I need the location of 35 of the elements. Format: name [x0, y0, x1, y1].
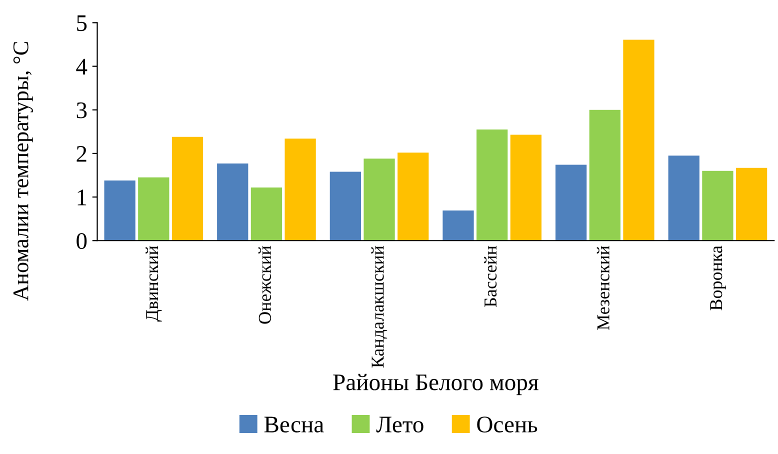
y-tick-label: 1	[78, 190, 86, 206]
bar	[217, 163, 248, 241]
y-tick-label: 0	[76, 233, 87, 250]
bar	[510, 134, 542, 241]
x-tick-label: Воронка	[710, 246, 726, 310]
bar	[623, 40, 654, 241]
bar	[398, 152, 429, 241]
y-tick-label: 4	[76, 58, 88, 74]
x-axis-title: Районы Белого моря	[333, 374, 538, 396]
bar	[442, 210, 474, 241]
bar	[364, 158, 395, 241]
bar	[284, 138, 316, 241]
y-tick-label: 3	[76, 102, 87, 118]
x-tick-label: Онежский	[258, 246, 271, 324]
y-tick-label: 5	[77, 15, 87, 32]
bar	[172, 136, 204, 241]
x-tick-label: Мезенский	[596, 246, 610, 330]
bar	[104, 180, 136, 241]
legend-label: Осень	[477, 416, 538, 432]
x-tick-label: Двинский	[146, 246, 162, 322]
bar	[330, 172, 361, 241]
bar	[250, 187, 282, 241]
bar	[476, 129, 508, 241]
x-tick-label: Бассейн	[484, 246, 497, 307]
y-tick-label: 2	[76, 146, 86, 162]
y-axis-title: Аномалии температуры, °C	[13, 42, 33, 301]
bar	[138, 177, 170, 241]
bar	[668, 156, 700, 241]
legend-label: Лето	[376, 416, 424, 432]
x-tick-label: Кандалакшский	[371, 246, 388, 368]
bar	[702, 170, 734, 241]
bar	[736, 168, 768, 241]
legend-label: Весна	[264, 416, 324, 432]
bar	[589, 110, 620, 241]
bar	[555, 164, 587, 241]
